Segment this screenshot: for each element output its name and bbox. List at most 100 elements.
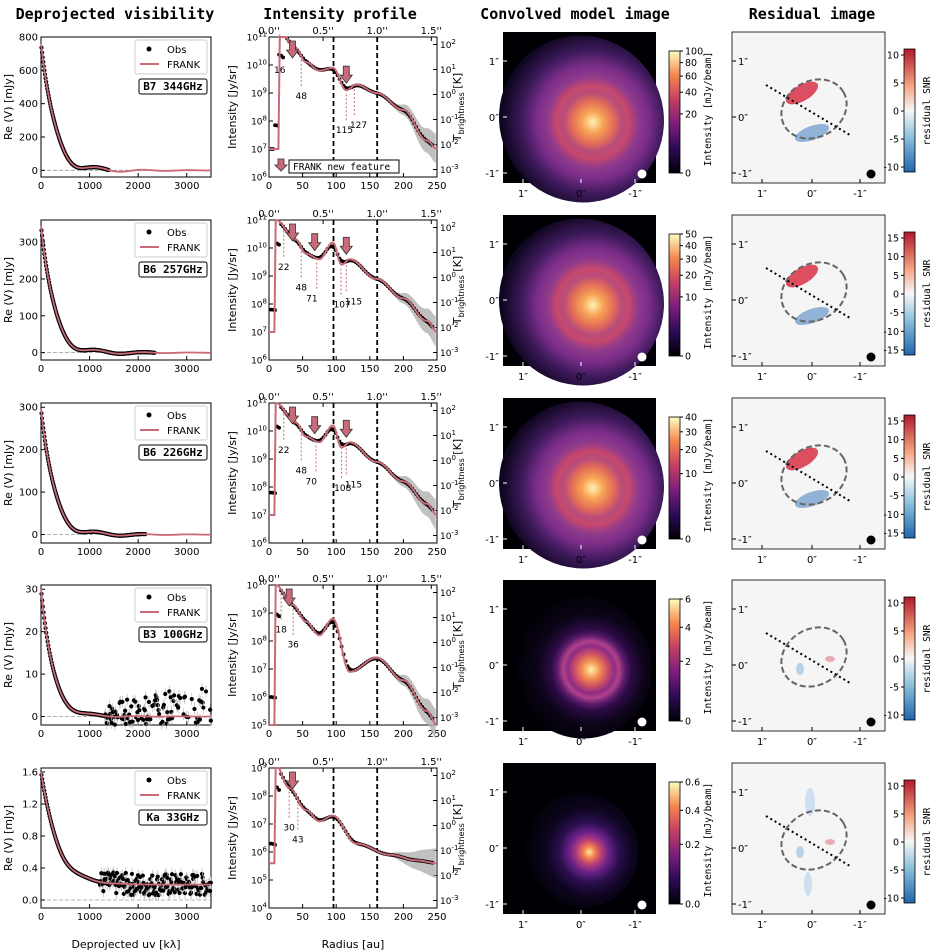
prof-ytick-label: 1010 xyxy=(247,59,267,72)
vis-obs-point xyxy=(156,708,161,713)
image-ytick-label: 1″ xyxy=(489,605,499,616)
residual-xtick-label: -1″ xyxy=(853,372,867,383)
vis-legend: Obs FRANK xyxy=(134,405,208,441)
legend-obs-label: Obs xyxy=(167,228,186,239)
vis-obs-point xyxy=(148,717,153,722)
vis-obs-point xyxy=(165,875,170,880)
vis-ytick-label: 0.8 xyxy=(22,832,38,843)
vis-obs-point xyxy=(146,699,152,705)
prof-gap-label: 115 xyxy=(336,126,353,136)
residual-background xyxy=(731,31,886,184)
prof-xtick-label: 50 xyxy=(296,364,309,375)
image-xtick-label: -1″ xyxy=(628,737,642,748)
vis-ytick-label: 200 xyxy=(19,445,38,456)
vis-obs-point xyxy=(143,695,148,700)
image-ytick-label: 1″ xyxy=(489,423,499,434)
prof-xtick-label: 0 xyxy=(266,912,272,923)
image-ytick-label: 0″ xyxy=(489,844,499,855)
image-ytick-label: -1″ xyxy=(485,352,499,363)
cb-tick-label: 0 xyxy=(685,535,691,546)
prof-gap-label: 22 xyxy=(278,446,289,456)
residual-colorbar-label: residual SNR xyxy=(922,76,933,145)
vis-obs-point xyxy=(169,872,175,877)
vis-xtick-label: 1000 xyxy=(77,547,102,558)
prof-xtick-label: 100 xyxy=(327,729,346,740)
legend-obs-marker xyxy=(146,594,152,600)
prof-t-tick-label: 10-3 xyxy=(440,163,458,176)
residual-ytick-label: -1″ xyxy=(738,717,752,728)
vis-obs-point xyxy=(129,704,134,709)
vis-obs-point xyxy=(133,699,138,704)
vis-obs-point xyxy=(200,700,205,705)
vis-ylabel: Re (V) [mJy] xyxy=(2,805,15,871)
legend-frank-label: FRANK xyxy=(167,60,201,71)
prof-arcsec-label: 0.0'' xyxy=(258,574,279,585)
prof-new-feature-arrow xyxy=(285,406,300,425)
vis-xtick-label: 2000 xyxy=(125,912,150,923)
residual-ytick-label: 1″ xyxy=(738,788,748,799)
prof-gap-label: 48 xyxy=(296,466,308,476)
vis-ytick-label: 20 xyxy=(25,627,38,638)
image-colorbar xyxy=(668,50,681,174)
prof-t-tick-label: 101 xyxy=(440,794,456,807)
prof-gap-label: 71 xyxy=(306,295,317,305)
vis-obs-point xyxy=(161,702,166,708)
prof-xtick-label: 100 xyxy=(327,547,346,558)
image-colorbar-label: Intensity [mJy/beam] xyxy=(703,235,714,349)
prof-xtick-label: 250 xyxy=(427,729,446,740)
prof-xtick-label: 50 xyxy=(296,181,309,192)
prof-arcsec-label: 1.0'' xyxy=(366,26,387,37)
residual-ytick-label: 0″ xyxy=(738,844,748,855)
band-label-box xyxy=(138,78,208,95)
vis-ylabel: Re (V) [mJy] xyxy=(2,622,15,688)
vis-xtick-label: 2000 xyxy=(125,729,150,740)
prof-obs-uncertainty xyxy=(390,667,436,740)
vis-xtick-label: 2000 xyxy=(125,181,150,192)
vis-obs-point xyxy=(154,697,160,703)
vis-obs-point xyxy=(123,870,128,876)
prof-ytick-label: 106 xyxy=(251,354,267,367)
vis-xtick-label: 1000 xyxy=(77,912,102,923)
prof-t-tick-label: 101 xyxy=(440,63,456,76)
prof-t-tick-label: 10-3 xyxy=(440,711,458,724)
image-colorbar xyxy=(668,416,681,540)
res-cb-tick-label: -15 xyxy=(883,346,899,357)
prof-t-tick-label: 10-2 xyxy=(440,686,458,699)
vis-frank-curve xyxy=(40,588,211,718)
vis-obs-point xyxy=(114,870,120,876)
residual-background xyxy=(731,579,886,732)
cb-tick-label: 0 xyxy=(685,352,691,363)
image-colorbar xyxy=(668,233,681,357)
residual-colorbar xyxy=(903,596,916,721)
legend-arrow-icon xyxy=(274,158,288,172)
prof-gap-label: 36 xyxy=(287,641,299,651)
vis-xtick-label: 3000 xyxy=(174,912,199,923)
legend-box xyxy=(134,39,208,75)
vis-ytick-label: 800 xyxy=(19,33,38,44)
image-ytick-label: -1″ xyxy=(485,900,499,911)
prof-xtick-label: 0 xyxy=(266,547,272,558)
cb-tick-label: 10 xyxy=(685,469,697,480)
vis-obs-point xyxy=(208,707,213,712)
ring-outline xyxy=(780,261,848,323)
prof-ytick-label: 105 xyxy=(251,874,267,887)
vis-obs-point xyxy=(123,721,128,726)
res-cb-tick-label: 5 xyxy=(893,627,899,638)
legend-box xyxy=(134,770,208,806)
prof-arcsec-label: 0.5'' xyxy=(312,26,333,37)
vis-obs-point xyxy=(101,889,106,894)
prof-arcsec-label: 1.5'' xyxy=(421,757,442,768)
image-xtick-label: 0″ xyxy=(576,555,586,566)
vis-obs-point xyxy=(163,691,168,697)
prof-ytick-label: 1010 xyxy=(247,242,267,255)
vis-xtick-label: 3000 xyxy=(174,181,199,192)
res-cb-tick-label: 5 xyxy=(893,810,899,821)
prof-t-tick-label: 101 xyxy=(440,429,456,442)
residual-negative-blob xyxy=(805,788,815,816)
vis-obs-point xyxy=(181,712,186,717)
prof-xtick-label: 150 xyxy=(360,912,379,923)
prof-gap-label: 18 xyxy=(275,626,287,636)
band-label: Ka 33GHz xyxy=(147,811,200,824)
